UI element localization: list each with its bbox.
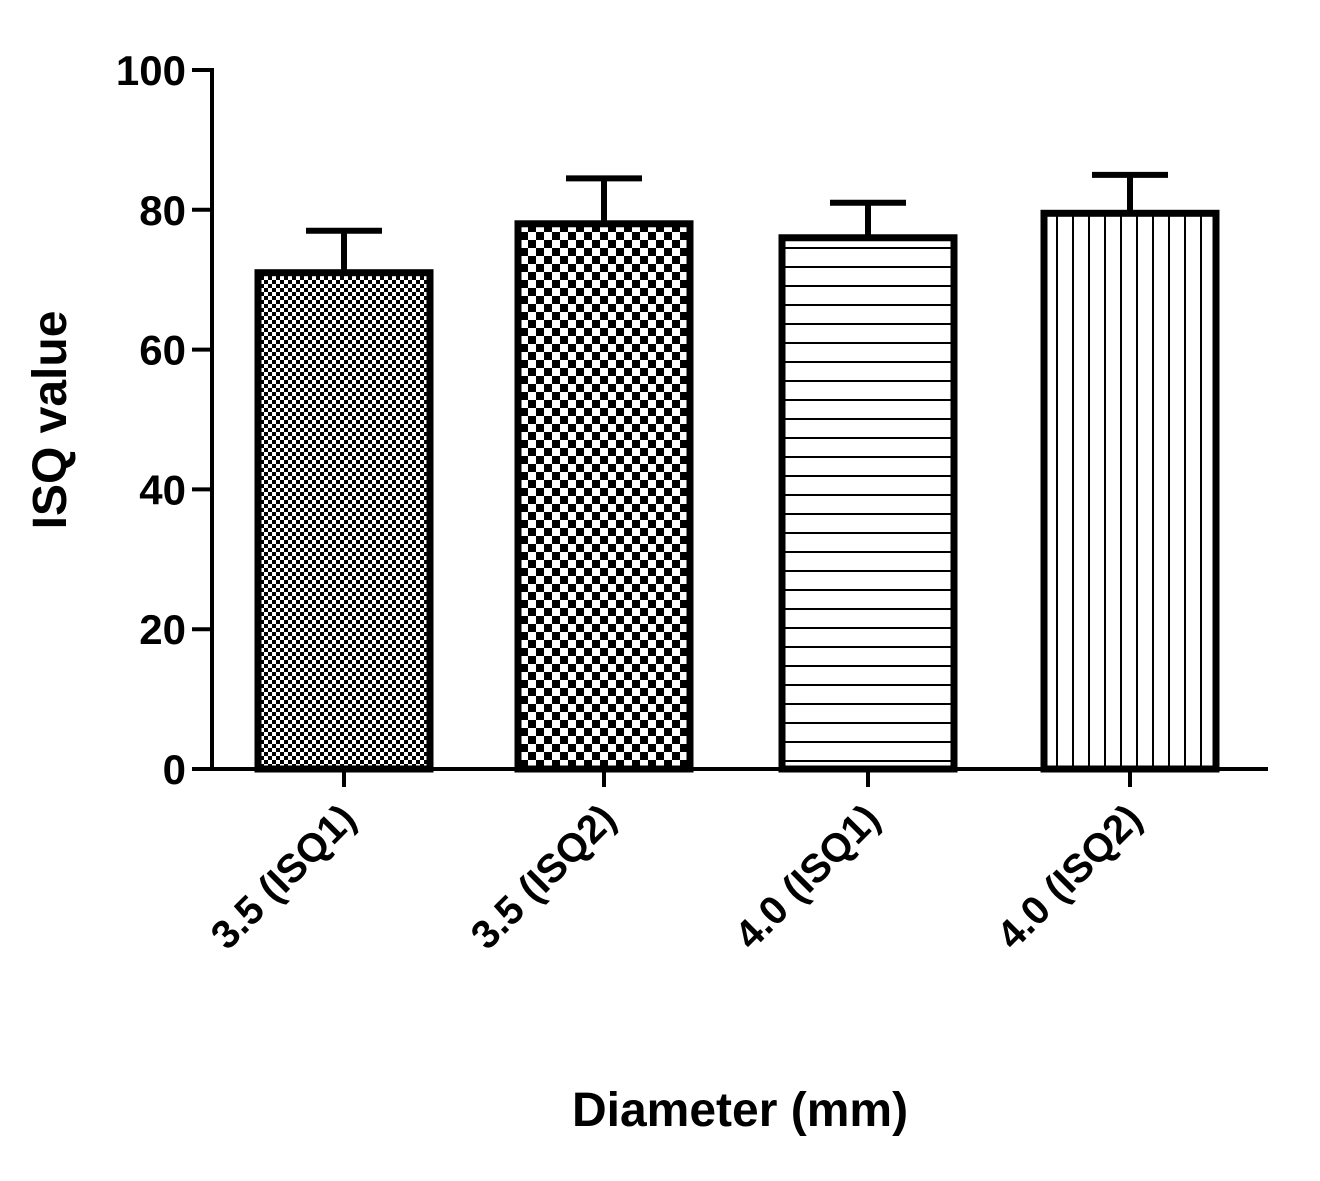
bar-2	[514, 220, 694, 773]
x-axis-title: Diameter (mm)	[572, 1084, 908, 1137]
bar-1	[254, 269, 434, 773]
y-tick-label: 100	[116, 47, 186, 94]
x-tick-label: 4.0 (ISQ1)	[727, 796, 889, 958]
y-axis-title: ISQ value	[24, 311, 77, 530]
x-tick-label: 3.5 (ISQ2)	[463, 796, 625, 958]
bar-3	[778, 234, 958, 773]
plot-area: 0 20 40 60 80 100 3.5 (ISQ1) 3.5 (ISQ2) 4.0 (ISQ…	[116, 47, 1268, 958]
y-tick-label: 0	[163, 746, 186, 793]
bar-4	[1040, 209, 1220, 773]
y-tick-label: 20	[139, 606, 186, 653]
y-tick-label: 80	[139, 187, 186, 234]
y-tick-label: 40	[139, 466, 186, 513]
x-tick-label: 4.0 (ISQ2)	[989, 796, 1151, 958]
x-tick-label: 3.5 (ISQ1)	[203, 796, 365, 958]
y-tick-label: 60	[139, 327, 186, 374]
